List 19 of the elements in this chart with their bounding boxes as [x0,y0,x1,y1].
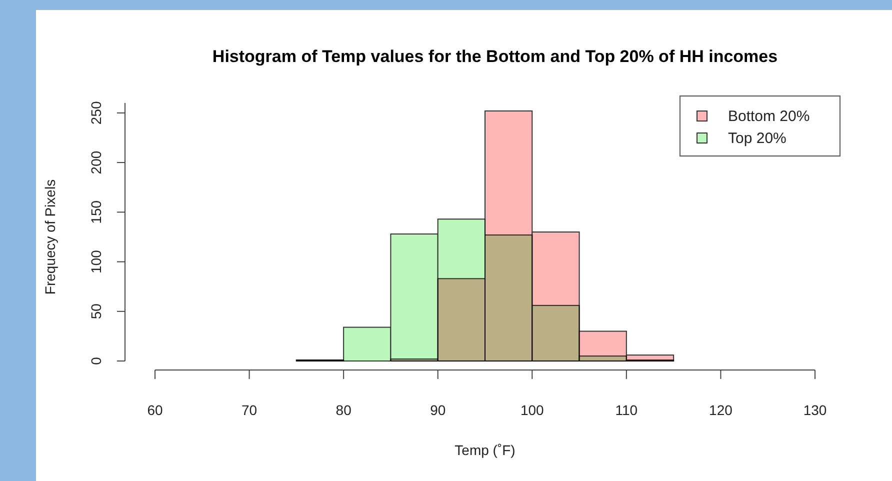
y-tick-label: 0 [88,356,104,365]
x-tick-label: 60 [147,402,163,418]
legend-label: Top 20% [728,130,786,147]
y-tick-label: 250 [88,101,104,125]
y-axis-title: Frequecy of Pixels [42,179,58,295]
x-tick-label: 90 [430,402,446,418]
y-tick-label: 50 [88,303,104,320]
chart-title: Histogram of Temp values for the Bottom and Top 20% of HH incomes [212,47,778,66]
x-tick-label: 110 [615,402,638,418]
y-tick-label: 100 [88,250,104,274]
legend-label: Bottom 20% [728,108,810,125]
x-tick-label: 80 [336,402,352,418]
y-tick-label: 200 [88,150,104,174]
x-tick-label: 70 [241,402,258,418]
x-tick-label: 120 [709,402,733,418]
y-tick-label: 150 [88,200,104,224]
x-axis-title: Temp (˚F) [454,442,516,458]
x-tick-label: 100 [520,402,544,418]
x-tick-label: 130 [803,402,827,418]
